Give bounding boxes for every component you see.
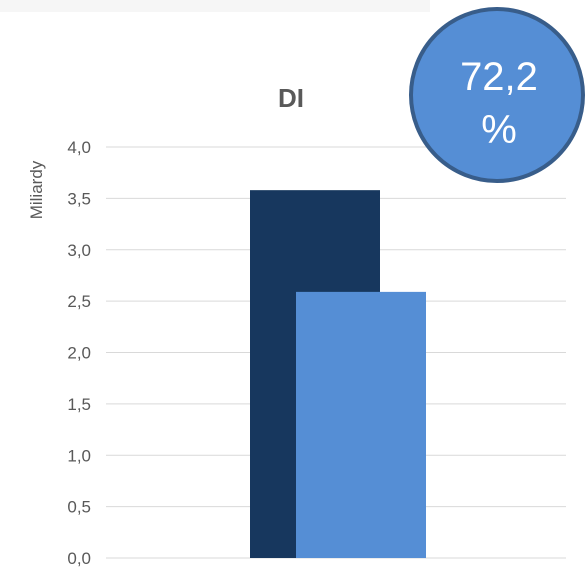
badge-circle (409, 7, 585, 183)
y-tick-label: 4,0 (67, 138, 91, 157)
y-tick-label: 1,5 (67, 395, 91, 414)
y-axis-label: Miliardy (27, 160, 46, 219)
y-tick-label: 1,0 (67, 446, 91, 465)
y-tick-label: 2,5 (67, 292, 91, 311)
bars (250, 190, 426, 558)
top-strip (0, 0, 430, 12)
y-tick-label: 3,5 (67, 189, 91, 208)
y-tick-label: 0,5 (67, 498, 91, 517)
y-tick-labels: 0,0 0,5 1,0 1,5 2,0 2,5 3,0 3,5 4,0 (67, 138, 91, 567)
chart-title: DI (278, 83, 304, 113)
bar-series-2 (296, 291, 426, 558)
percentage-badge: 72,2 % (409, 7, 585, 183)
y-tick-label: 2,0 (67, 344, 91, 363)
badge-unit: % (481, 108, 517, 152)
y-tick-label: 0,0 (67, 549, 91, 567)
badge-value: 72,2 (460, 55, 538, 99)
y-tick-label: 3,0 (67, 241, 91, 260)
